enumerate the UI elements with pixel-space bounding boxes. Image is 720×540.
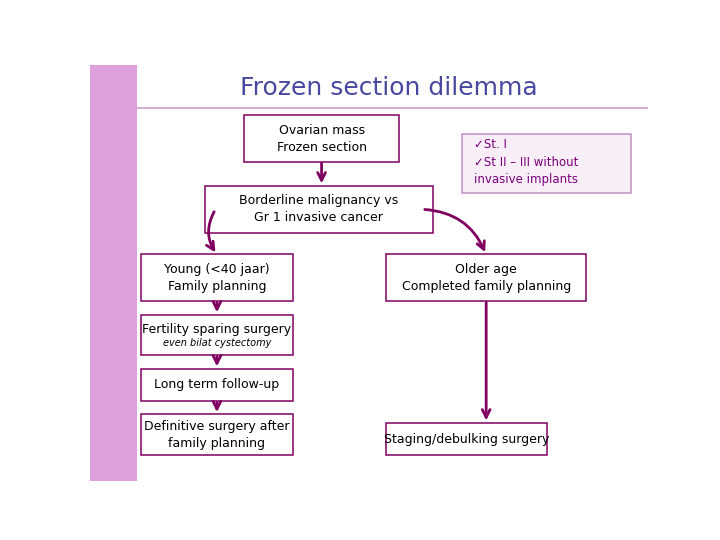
Text: Borderline malignancy vs
Gr 1 invasive cancer: Borderline malignancy vs Gr 1 invasive c… — [239, 194, 398, 224]
Text: ✓St II – III without: ✓St II – III without — [474, 156, 578, 168]
FancyBboxPatch shape — [141, 369, 293, 401]
FancyBboxPatch shape — [141, 254, 293, 301]
FancyBboxPatch shape — [141, 315, 293, 355]
Text: invasive implants: invasive implants — [474, 173, 578, 186]
FancyBboxPatch shape — [244, 115, 399, 162]
Text: Frozen section dilemma: Frozen section dilemma — [240, 76, 537, 100]
Text: Staging/debulking surgery: Staging/debulking surgery — [384, 433, 549, 446]
FancyBboxPatch shape — [387, 254, 586, 301]
Text: ✓St. I: ✓St. I — [474, 138, 507, 151]
FancyBboxPatch shape — [205, 186, 433, 233]
Text: Young (<40 jaar)
Family planning: Young (<40 jaar) Family planning — [164, 263, 270, 293]
Text: Ovarian mass
Frozen section: Ovarian mass Frozen section — [276, 124, 366, 153]
FancyBboxPatch shape — [141, 415, 293, 455]
Text: Fertility sparing surgery: Fertility sparing surgery — [143, 323, 292, 336]
Text: Older age
Completed family planning: Older age Completed family planning — [402, 263, 571, 293]
Text: Definitive surgery after
family planning: Definitive surgery after family planning — [144, 420, 289, 450]
Bar — [90, 65, 138, 481]
Text: even bilat cystectomy: even bilat cystectomy — [163, 338, 271, 348]
FancyBboxPatch shape — [387, 423, 547, 455]
Text: Long term follow-up: Long term follow-up — [154, 379, 279, 392]
FancyBboxPatch shape — [462, 134, 631, 193]
